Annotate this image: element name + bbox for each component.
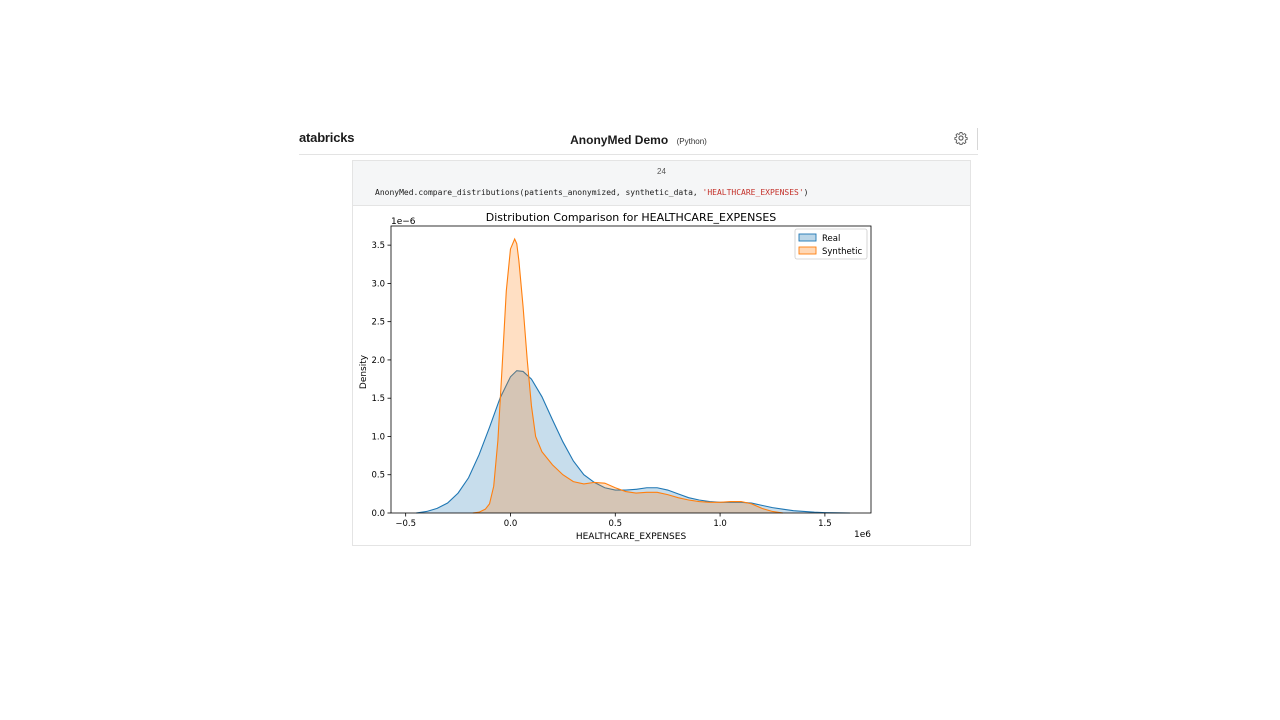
y-tick-label: 1.5 [371, 394, 385, 404]
code-suffix: ) [803, 188, 809, 197]
notebook-title[interactable]: AnonyMed Demo [570, 133, 669, 147]
chart-title: Distribution Comparison for HEALTHCARE_E… [486, 211, 777, 224]
legend-label-synthetic: Synthetic [822, 247, 862, 257]
axis-layer: −0.5 0.0 0.5 1.0 1.5 0.0 0.5 1.0 1.5 2.0 2.5 3.0 3.5 [371, 225, 872, 529]
code-string-literal: 'HEALTHCARE_EXPENSES' [702, 188, 804, 197]
notebook-cell[interactable]: 24 AnonyMed.compare_distributions(patien… [352, 160, 971, 546]
legend-swatch-real [798, 233, 817, 242]
legend-label-real: Real [822, 234, 840, 244]
x-axis-label: HEALTHCARE_EXPENSES [576, 532, 687, 542]
header-divider [977, 128, 978, 150]
y-axis-label: Density [359, 354, 369, 389]
series-layer [416, 237, 851, 514]
x-tick-label: 1.0 [713, 519, 727, 529]
x-offset-text: 1e6 [854, 530, 871, 540]
series-line-synthetic [472, 237, 784, 514]
cell-code-area[interactable]: 24 AnonyMed.compare_distributions(patien… [353, 161, 970, 206]
x-tick-label: 0.0 [504, 519, 518, 529]
series-fill-real [416, 370, 851, 513]
gear-icon[interactable] [954, 131, 968, 146]
series-fill-synthetic [472, 239, 783, 513]
brand-logo: atabricks [299, 130, 355, 145]
y-offset-text: 1e−6 [391, 217, 416, 227]
gear-icon-graphic [954, 132, 968, 146]
x-tick-label: 0.5 [609, 519, 623, 529]
legend-swatch-synthetic [798, 246, 817, 255]
series-line-real [416, 370, 851, 514]
chart-legend: Real Synthetic [794, 228, 868, 260]
y-tick-label: 0.5 [371, 471, 385, 481]
cell-code[interactable]: AnonyMed.compare_distributions(patients_… [375, 188, 809, 197]
notebook-language: (Python) [676, 137, 707, 146]
y-tick-label: 1.0 [371, 432, 385, 442]
code-prefix: AnonyMed.compare_distributions(patients_… [375, 188, 703, 197]
cell-number: 24 [657, 167, 666, 176]
plot-frame [390, 225, 872, 514]
notebook-title-area: AnonyMed Demo (Python) [299, 131, 978, 149]
y-tick-label: 2.0 [371, 356, 385, 366]
y-tick-label: 3.0 [371, 279, 385, 289]
notebook-header: atabricks AnonyMed Demo (Python) [299, 128, 978, 155]
y-tick-label: 2.5 [371, 318, 385, 328]
distribution-chart: Distribution Comparison for HEALTHCARE_E… [359, 211, 872, 542]
y-tick-label: 3.5 [371, 241, 385, 251]
x-tick-label: 1.5 [818, 519, 832, 529]
x-tick-label: −0.5 [395, 519, 416, 529]
legend-box [794, 228, 868, 260]
y-tick-label: 0.0 [371, 509, 385, 519]
